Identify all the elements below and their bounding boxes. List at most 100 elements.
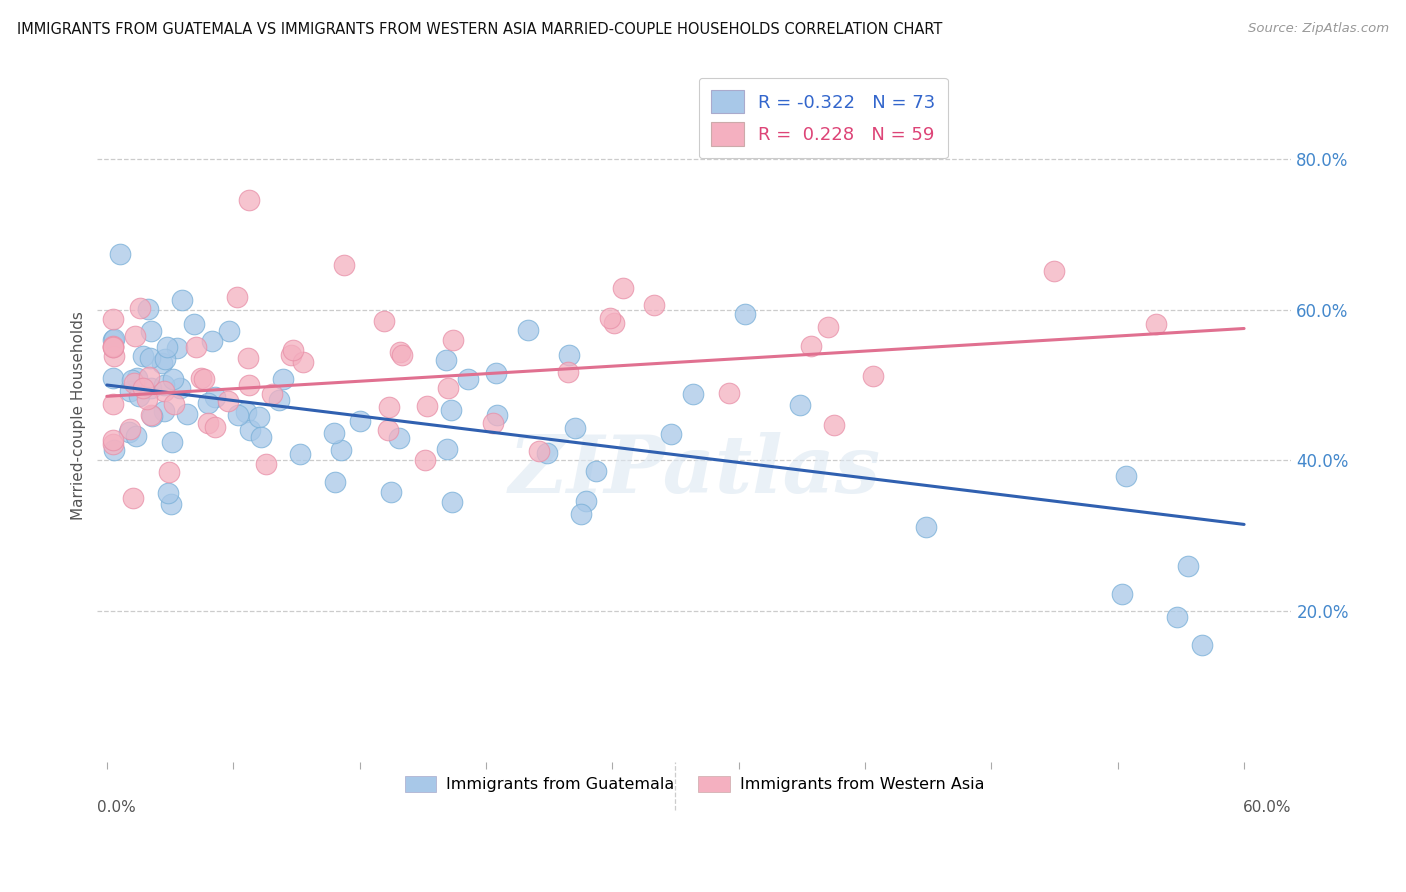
Point <box>103 349 125 363</box>
Point <box>436 442 458 457</box>
Point <box>436 381 458 395</box>
Point <box>373 314 395 328</box>
Point <box>915 520 938 534</box>
Point <box>575 494 598 508</box>
Point <box>441 333 464 347</box>
Point <box>184 339 207 353</box>
Text: ZIPatlas: ZIPatlas <box>509 432 880 509</box>
Point <box>124 328 146 343</box>
Point <box>163 397 186 411</box>
Point <box>238 194 260 208</box>
Point <box>734 307 756 321</box>
Point <box>153 378 176 392</box>
Point <box>139 324 162 338</box>
Point <box>159 497 181 511</box>
Point <box>485 367 508 381</box>
Point <box>389 345 412 359</box>
Point <box>118 384 141 398</box>
Point <box>121 374 143 388</box>
Point <box>643 298 665 312</box>
Point <box>120 422 142 436</box>
Point <box>139 381 162 395</box>
Point <box>197 416 219 430</box>
Point <box>585 465 607 479</box>
Point <box>377 423 399 437</box>
Point <box>197 396 219 410</box>
Point <box>101 311 124 326</box>
Point <box>1115 469 1137 483</box>
Point <box>176 407 198 421</box>
Point <box>131 349 153 363</box>
Point <box>201 334 224 348</box>
Text: IMMIGRANTS FROM GUATEMALA VS IMMIGRANTS FROM WESTERN ASIA MARRIED-COUPLE HOUSEHO: IMMIGRANTS FROM GUATEMALA VS IMMIGRANTS … <box>17 22 942 37</box>
Point <box>269 393 291 408</box>
Point <box>391 348 413 362</box>
Point <box>599 311 621 326</box>
Point <box>388 431 411 445</box>
Point <box>162 371 184 385</box>
Point <box>136 302 159 317</box>
Point <box>153 384 176 398</box>
Point <box>413 452 436 467</box>
Point <box>1166 610 1188 624</box>
Point <box>218 325 240 339</box>
Point <box>183 317 205 331</box>
Point <box>162 435 184 450</box>
Point <box>153 403 176 417</box>
Point <box>329 443 352 458</box>
Point <box>415 399 437 413</box>
Point <box>204 390 226 404</box>
Point <box>332 258 354 272</box>
Point <box>603 316 626 330</box>
Point <box>190 371 212 385</box>
Point <box>103 442 125 457</box>
Point <box>101 437 124 451</box>
Point <box>292 355 315 369</box>
Point <box>659 427 682 442</box>
Point <box>110 247 132 261</box>
Point <box>121 491 143 505</box>
Point <box>228 409 250 423</box>
Point <box>457 372 479 386</box>
Point <box>169 381 191 395</box>
Point <box>283 343 305 358</box>
Point <box>569 508 592 522</box>
Point <box>1144 317 1167 331</box>
Point <box>254 457 277 471</box>
Point <box>1111 587 1133 601</box>
Point <box>155 340 177 354</box>
Point <box>226 290 249 304</box>
Point <box>101 340 124 354</box>
Point <box>139 351 162 366</box>
Point <box>101 340 124 354</box>
Point <box>482 416 505 430</box>
Text: 60.0%: 60.0% <box>1243 800 1292 815</box>
Point <box>101 397 124 411</box>
Point <box>157 465 180 479</box>
Point <box>193 372 215 386</box>
Point <box>238 351 260 365</box>
Point <box>380 484 402 499</box>
Point <box>800 339 823 353</box>
Point <box>247 410 270 425</box>
Point <box>122 376 145 390</box>
Point <box>290 447 312 461</box>
Point <box>862 368 884 383</box>
Point <box>103 333 125 347</box>
Legend: Immigrants from Guatemala, Immigrants from Western Asia: Immigrants from Guatemala, Immigrants fr… <box>398 770 991 799</box>
Point <box>280 347 302 361</box>
Point <box>1043 264 1066 278</box>
Point <box>823 417 845 432</box>
Point <box>717 386 740 401</box>
Point <box>239 423 262 437</box>
Point <box>139 408 162 422</box>
Point <box>558 348 581 362</box>
Point <box>153 352 176 367</box>
Point <box>817 320 839 334</box>
Point <box>557 365 579 379</box>
Point <box>378 400 401 414</box>
Point <box>536 446 558 460</box>
Point <box>117 425 139 439</box>
Point <box>564 421 586 435</box>
Point <box>434 352 457 367</box>
